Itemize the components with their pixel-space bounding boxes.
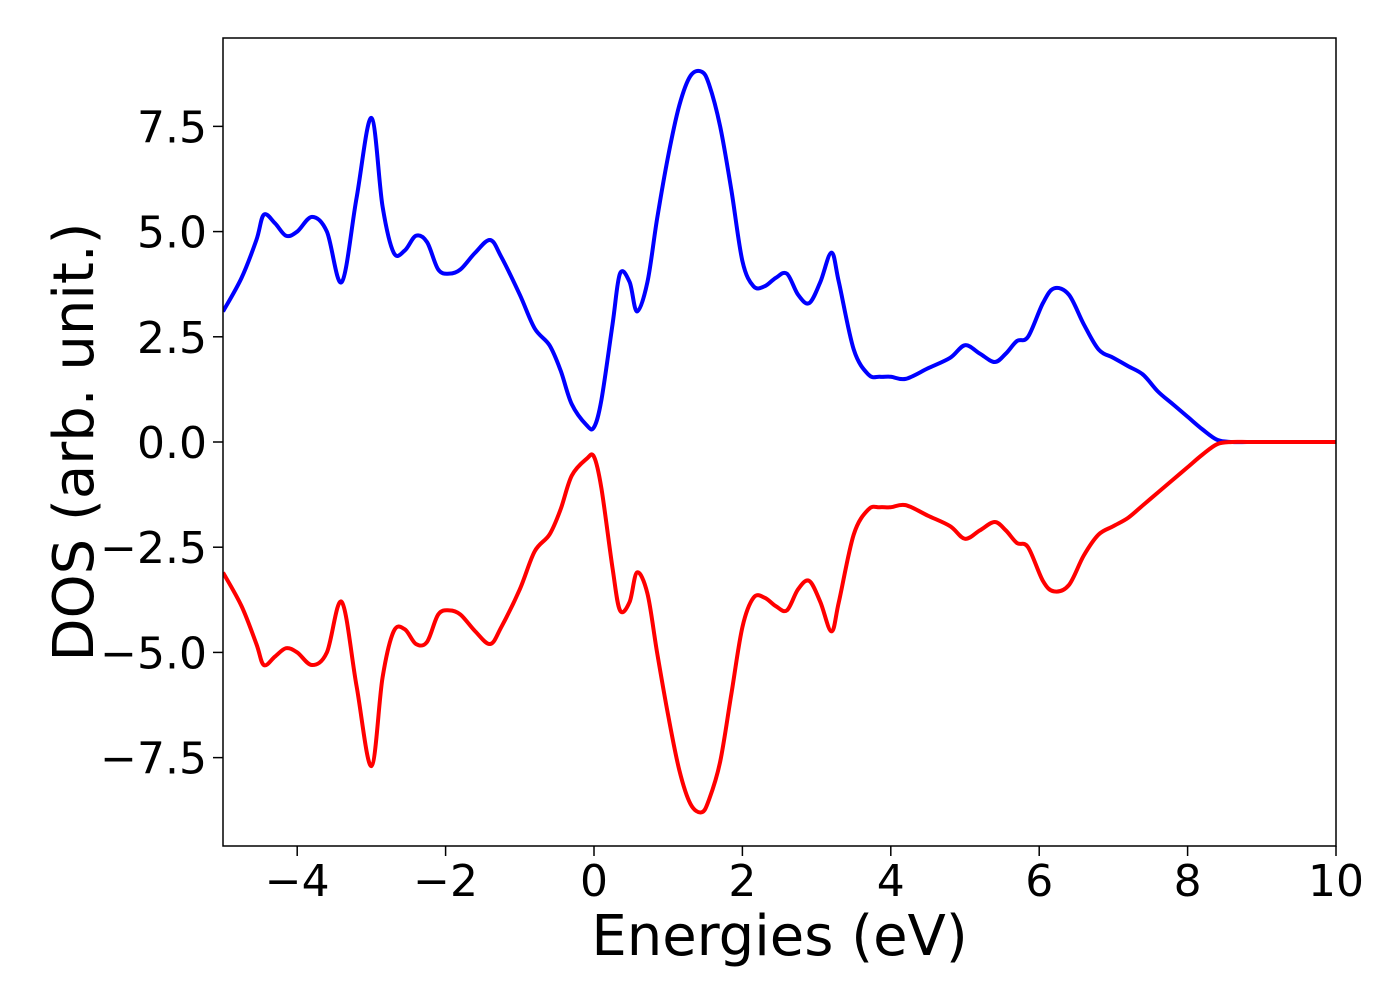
y-tick-label: −2.5 xyxy=(100,523,207,574)
y-tick-label: 0.0 xyxy=(137,418,207,469)
x-tick-label: −4 xyxy=(265,856,330,907)
x-tick-label: 8 xyxy=(1174,856,1202,907)
x-axis-ticks: −4 −2 0 2 4 6 8 10 xyxy=(265,846,1364,907)
series-layer xyxy=(223,68,1336,815)
series-line-1 xyxy=(223,68,1336,445)
y-tick-label: 7.5 xyxy=(137,102,207,153)
y-axis-ticks: −7.5 −5.0 −2.5 0.0 2.5 5.0 7.5 xyxy=(100,102,223,785)
y-tick-label: 2.5 xyxy=(137,313,207,364)
x-axis-label: Energies (eV) xyxy=(591,904,967,969)
plot-frame xyxy=(222,37,1337,847)
series-line-2 xyxy=(223,439,1336,815)
y-tick-label: 5.0 xyxy=(137,208,207,259)
x-tick-label: 10 xyxy=(1308,856,1364,907)
x-tick-label: −2 xyxy=(413,856,478,907)
x-tick-label: 0 xyxy=(580,856,608,907)
x-tick-label: 4 xyxy=(877,856,905,907)
x-tick-label: 6 xyxy=(1025,856,1053,907)
y-axis-label: DOS (arb. unit.) xyxy=(42,222,107,661)
y-tick-label: −7.5 xyxy=(100,734,207,785)
x-tick-label: 2 xyxy=(728,856,756,907)
y-tick-label: −5.0 xyxy=(100,628,207,679)
